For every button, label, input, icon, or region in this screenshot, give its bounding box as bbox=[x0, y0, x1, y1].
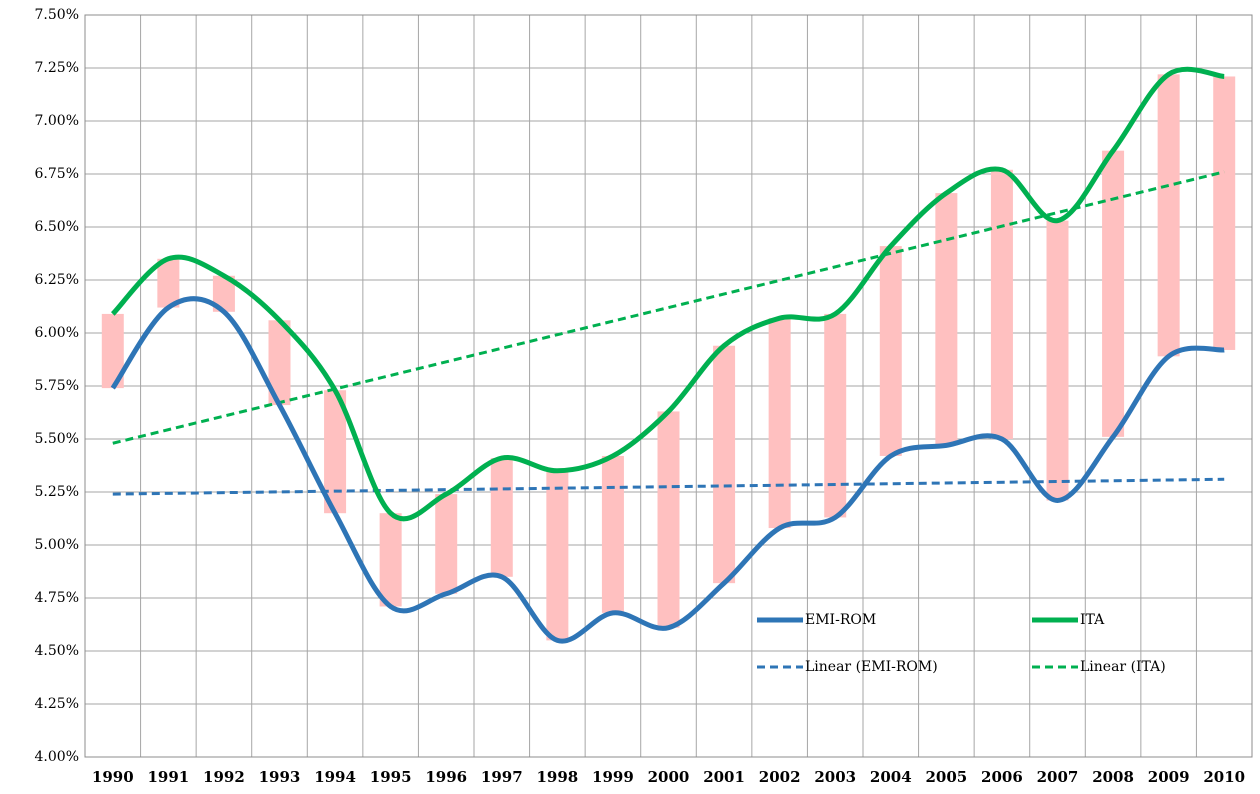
high-low-bar bbox=[1213, 76, 1236, 350]
x-tick-label: 1995 bbox=[370, 768, 412, 786]
high-low-bar bbox=[212, 275, 235, 312]
high-low-bar bbox=[768, 318, 791, 529]
legend-label: Linear (ITA) bbox=[1080, 659, 1166, 675]
x-tick-label: 1998 bbox=[536, 768, 578, 786]
high-low-bar bbox=[990, 169, 1013, 439]
high-low-bar bbox=[601, 455, 624, 613]
series-line bbox=[110, 296, 1225, 644]
y-tick-label: 5.50% bbox=[35, 431, 79, 447]
x-tick-label: 2006 bbox=[981, 768, 1023, 786]
high-low-bar bbox=[935, 193, 958, 446]
x-tick-label: 1990 bbox=[92, 768, 134, 786]
x-tick-label: 1992 bbox=[203, 768, 245, 786]
trend-line bbox=[112, 170, 1225, 445]
high-low-bar bbox=[324, 390, 347, 514]
x-tick-label: 2009 bbox=[1148, 768, 1190, 786]
x-tick-label: 1994 bbox=[314, 768, 356, 786]
high-low-bar bbox=[268, 320, 291, 406]
series-line bbox=[110, 66, 1225, 522]
y-tick-label: 5.25% bbox=[35, 484, 79, 500]
x-tick-label: 1997 bbox=[481, 768, 523, 786]
y-tick-label: 6.50% bbox=[35, 219, 79, 235]
y-tick-label: 4.50% bbox=[35, 643, 79, 659]
high-low-bar bbox=[713, 345, 736, 584]
x-tick-label: 1996 bbox=[425, 768, 467, 786]
x-tick-label: 2007 bbox=[1037, 768, 1079, 786]
legend-label: EMI-ROM bbox=[805, 612, 876, 628]
legend-label: ITA bbox=[1080, 612, 1105, 628]
x-tick-label: 2010 bbox=[1203, 768, 1245, 786]
x-tick-label: 2000 bbox=[648, 768, 690, 786]
y-tick-label: 4.75% bbox=[35, 590, 79, 606]
plot-border bbox=[84, 14, 1253, 758]
high-low-bar bbox=[379, 513, 402, 607]
high-low-bar bbox=[879, 246, 902, 456]
high-low-bar bbox=[1102, 150, 1125, 437]
high-low-bar bbox=[435, 494, 458, 594]
x-tick-label: 2008 bbox=[1092, 768, 1134, 786]
y-tick-label: 5.00% bbox=[35, 537, 79, 553]
high-low-bar bbox=[101, 313, 124, 389]
x-tick-label: 2001 bbox=[703, 768, 745, 786]
x-tick-label: 2004 bbox=[870, 768, 912, 786]
y-tick-label: 4.25% bbox=[35, 696, 79, 712]
y-tick-label: 5.75% bbox=[35, 378, 79, 394]
x-tick-label: 2005 bbox=[925, 768, 967, 786]
high-low-bar bbox=[1046, 220, 1069, 501]
y-tick-label: 6.25% bbox=[35, 272, 79, 288]
x-tick-label: 2003 bbox=[814, 768, 856, 786]
high-low-bar bbox=[1157, 74, 1180, 357]
y-tick-label: 4.00% bbox=[35, 749, 79, 765]
x-tick-label: 1991 bbox=[147, 768, 189, 786]
x-tick-label: 2002 bbox=[759, 768, 801, 786]
legend-label: Linear (EMI-ROM) bbox=[805, 659, 938, 675]
high-low-bar bbox=[657, 411, 680, 628]
high-low-bar bbox=[824, 313, 847, 518]
x-tick-label: 1999 bbox=[592, 768, 634, 786]
y-tick-label: 7.00% bbox=[35, 113, 79, 129]
trend-line bbox=[112, 477, 1225, 496]
high-low-bar bbox=[546, 470, 569, 641]
y-tick-label: 7.25% bbox=[35, 60, 79, 76]
y-tick-label: 6.75% bbox=[35, 166, 79, 182]
y-tick-label: 6.00% bbox=[35, 325, 79, 341]
high-low-bar bbox=[490, 458, 513, 577]
x-tick-label: 1993 bbox=[259, 768, 301, 786]
high-low-bar bbox=[157, 258, 180, 308]
y-tick-label: 7.50% bbox=[35, 7, 79, 23]
